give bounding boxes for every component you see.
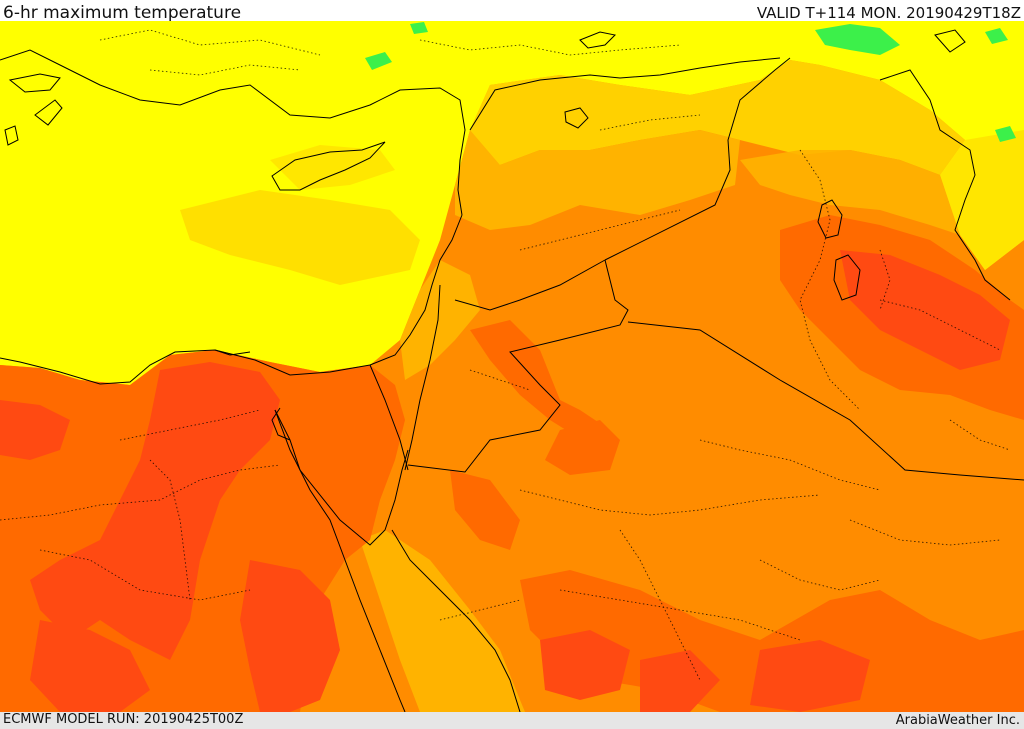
temp-band-orange-yellow (455, 130, 740, 230)
map-title: 6-hr maximum temperature (3, 3, 242, 23)
admin-boundaries (0, 29, 1011, 681)
temperature-map (0, 21, 1024, 712)
credit-label: ArabiaWeather Inc. (895, 713, 1020, 728)
header-bar (0, 0, 1024, 21)
temp-band-yellow (0, 21, 1024, 385)
temp-band-red-orange (30, 362, 280, 660)
temp-band-light-orange (470, 60, 965, 175)
country-borders (0, 29, 1024, 712)
model-run-label: ECMWF MODEL RUN: 20190425T00Z (3, 712, 244, 727)
footer-bar (0, 712, 1024, 729)
valid-time-label: VALID T+114 MON. 20190429T18Z (756, 4, 1021, 22)
temp-band-green (815, 24, 900, 55)
